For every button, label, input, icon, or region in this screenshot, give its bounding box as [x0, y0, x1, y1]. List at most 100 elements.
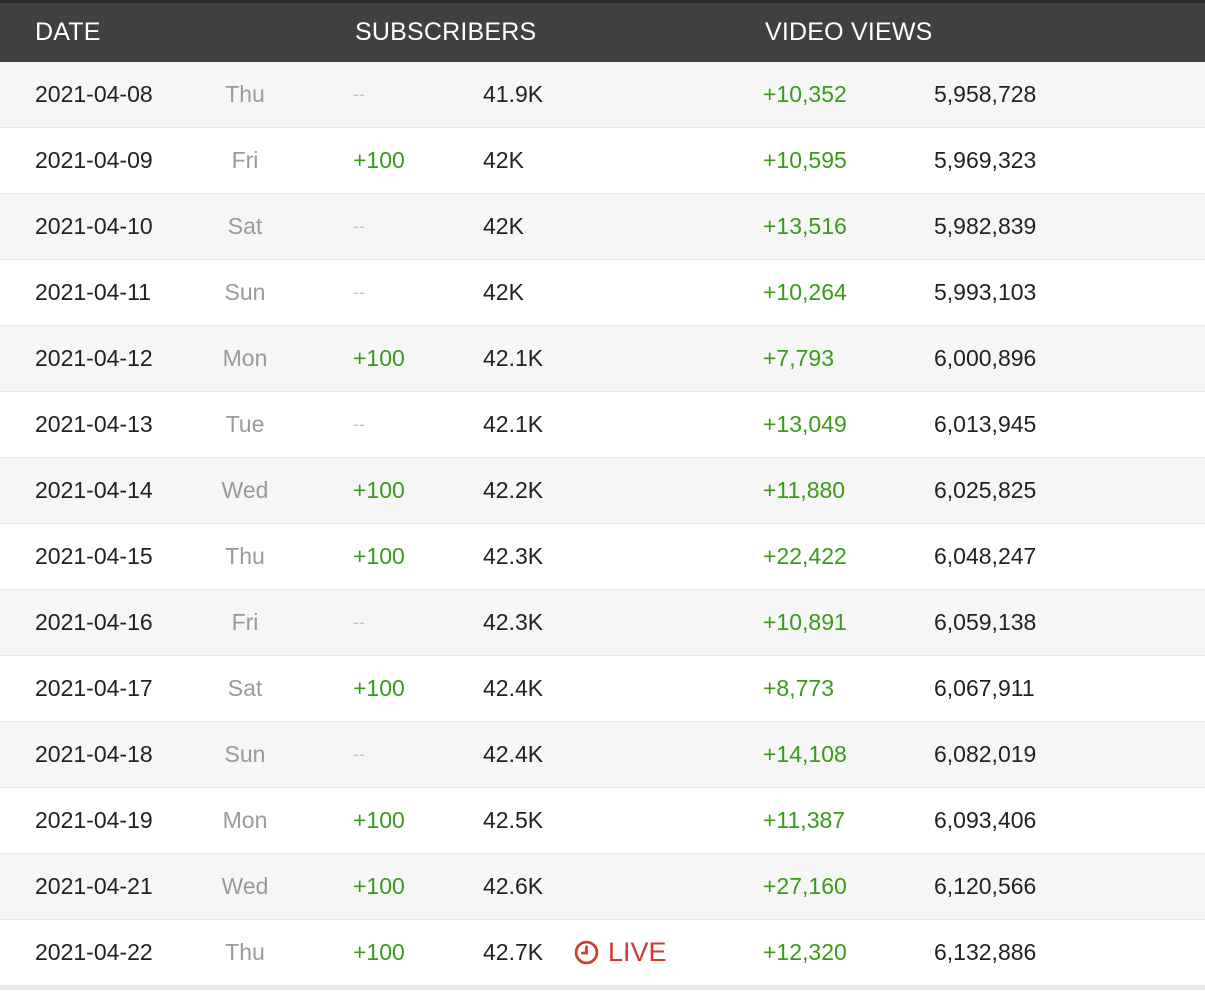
- row-date: 2021-04-19: [35, 807, 153, 833]
- row-view-change: +13,516: [763, 213, 847, 239]
- row-date: 2021-04-12: [35, 345, 153, 371]
- row-date: 2021-04-14: [35, 477, 153, 503]
- row-day: Thu: [225, 939, 265, 965]
- row-date: 2021-04-09: [35, 147, 153, 173]
- table-header: DATE SUBSCRIBERS VIDEO VIEWS: [0, 0, 1205, 62]
- table-row: 2021-04-08 Thu -- 41.9K +10,352 5,958,728: [0, 62, 1205, 128]
- clock-icon: [574, 940, 599, 965]
- row-view-change: +10,352: [763, 81, 847, 107]
- row-view-change: +14,108: [763, 741, 847, 767]
- row-day: Sat: [227, 675, 263, 701]
- row-subscriber-change: +100: [353, 675, 405, 701]
- row-date: 2021-04-16: [35, 609, 153, 635]
- row-views: 5,993,103: [934, 279, 1037, 305]
- row-date: 2021-04-08: [35, 81, 153, 107]
- row-subscribers: 42.3K: [483, 609, 544, 635]
- row-views: 6,082,019: [934, 741, 1037, 767]
- row-views: 6,067,911: [934, 675, 1035, 701]
- row-subscriber-change: --: [353, 216, 365, 236]
- table-row: 2021-04-12 Mon +100 42.1K +7,793 6,000,896: [0, 326, 1205, 392]
- row-day: Sun: [224, 741, 266, 767]
- table-row: 2021-04-16 Fri -- 42.3K +10,891 6,059,138: [0, 590, 1205, 656]
- row-views: 6,048,247: [934, 543, 1037, 569]
- row-date: 2021-04-15: [35, 543, 153, 569]
- table-row: 2021-04-19 Mon +100 42.5K +11,387 6,093,406: [0, 788, 1205, 854]
- row-view-change: +13,049: [763, 411, 847, 437]
- row-view-change: +10,891: [763, 609, 847, 635]
- row-subscriber-change: +100: [353, 939, 405, 965]
- row-view-change: +10,595: [763, 147, 847, 173]
- table-body: 2021-04-08 Thu -- 41.9K +10,352 5,958,728 2021…: [0, 62, 1205, 986]
- table-bottom-border: [0, 986, 1205, 990]
- row-subscriber-change: +100: [353, 147, 405, 173]
- live-label: LIVE: [608, 937, 667, 967]
- row-subscribers: 41.9K: [483, 81, 544, 107]
- row-views: 6,093,406: [934, 807, 1037, 833]
- row-day: Fri: [231, 147, 259, 173]
- row-date: 2021-04-10: [35, 213, 153, 239]
- row-subscribers: 42.3K: [483, 543, 544, 569]
- header-subscribers: SUBSCRIBERS: [355, 18, 537, 46]
- table-row: 2021-04-10 Sat -- 42K +13,516 5,982,839: [0, 194, 1205, 260]
- row-view-change: +10,264: [763, 279, 847, 305]
- row-views: 6,059,138: [934, 609, 1037, 635]
- row-day: Mon: [222, 345, 268, 371]
- row-views: 6,132,886: [934, 939, 1037, 965]
- row-views: 6,120,566: [934, 873, 1037, 899]
- live-badge: LIVE: [574, 920, 667, 985]
- row-view-change: +22,422: [763, 543, 847, 569]
- row-day: Sat: [227, 213, 263, 239]
- row-day: Wed: [221, 873, 269, 899]
- header-video-views: VIDEO VIEWS: [765, 18, 933, 46]
- table-row: 2021-04-22 Thu +100 42.7K +12,320 6,132,886 LI…: [0, 920, 1205, 986]
- row-date: 2021-04-21: [35, 873, 153, 899]
- row-views: 5,958,728: [934, 81, 1037, 107]
- table-row: 2021-04-15 Thu +100 42.3K +22,422 6,048,247: [0, 524, 1205, 590]
- row-subscribers: 42.6K: [483, 873, 544, 899]
- row-view-change: +27,160: [763, 873, 847, 899]
- row-date: 2021-04-17: [35, 675, 153, 701]
- row-subscriber-change: --: [353, 744, 365, 764]
- table-row: 2021-04-11 Sun -- 42K +10,264 5,993,103: [0, 260, 1205, 326]
- row-subscriber-change: --: [353, 414, 365, 434]
- table-row: 2021-04-09 Fri +100 42K +10,595 5,969,323: [0, 128, 1205, 194]
- row-day: Tue: [225, 411, 265, 437]
- row-view-change: +11,880: [763, 477, 846, 503]
- row-views: 6,025,825: [934, 477, 1037, 503]
- row-views: 6,000,896: [934, 345, 1037, 371]
- row-subscribers: 42.1K: [483, 345, 544, 371]
- row-subscribers: 42.7K: [483, 939, 544, 965]
- table-row: 2021-04-14 Wed +100 42.2K +11,880 6,025,825: [0, 458, 1205, 524]
- row-subscriber-change: +100: [353, 873, 405, 899]
- row-view-change: +7,793: [763, 345, 834, 371]
- table-row: 2021-04-18 Sun -- 42.4K +14,108 6,082,019: [0, 722, 1205, 788]
- row-day: Wed: [221, 477, 269, 503]
- row-subscribers: 42.4K: [483, 675, 544, 701]
- row-subscribers: 42.4K: [483, 741, 544, 767]
- row-subscriber-change: +100: [353, 543, 405, 569]
- row-subscribers: 42.1K: [483, 411, 544, 437]
- row-subscribers: 42.5K: [483, 807, 544, 833]
- row-subscribers: 42K: [483, 147, 524, 173]
- row-day: Thu: [225, 543, 265, 569]
- row-subscribers: 42.2K: [483, 477, 544, 503]
- table-row: 2021-04-17 Sat +100 42.4K +8,773 6,067,911: [0, 656, 1205, 722]
- row-date: 2021-04-18: [35, 741, 153, 767]
- row-subscriber-change: --: [353, 612, 365, 632]
- row-view-change: +8,773: [763, 675, 834, 701]
- table-row: 2021-04-21 Wed +100 42.6K +27,160 6,120,566: [0, 854, 1205, 920]
- row-views: 5,969,323: [934, 147, 1037, 173]
- row-day: Sun: [224, 279, 266, 305]
- row-day: Thu: [225, 81, 265, 107]
- row-subscribers: 42K: [483, 279, 524, 305]
- row-subscriber-change: +100: [353, 345, 405, 371]
- header-date: DATE: [35, 18, 101, 46]
- row-day: Fri: [231, 609, 259, 635]
- table-row: 2021-04-13 Tue -- 42.1K +13,049 6,013,945: [0, 392, 1205, 458]
- row-subscriber-change: --: [353, 282, 365, 302]
- row-view-change: +11,387: [763, 807, 846, 833]
- row-subscriber-change: +100: [353, 807, 405, 833]
- row-views: 6,013,945: [934, 411, 1037, 437]
- row-date: 2021-04-11: [35, 279, 151, 305]
